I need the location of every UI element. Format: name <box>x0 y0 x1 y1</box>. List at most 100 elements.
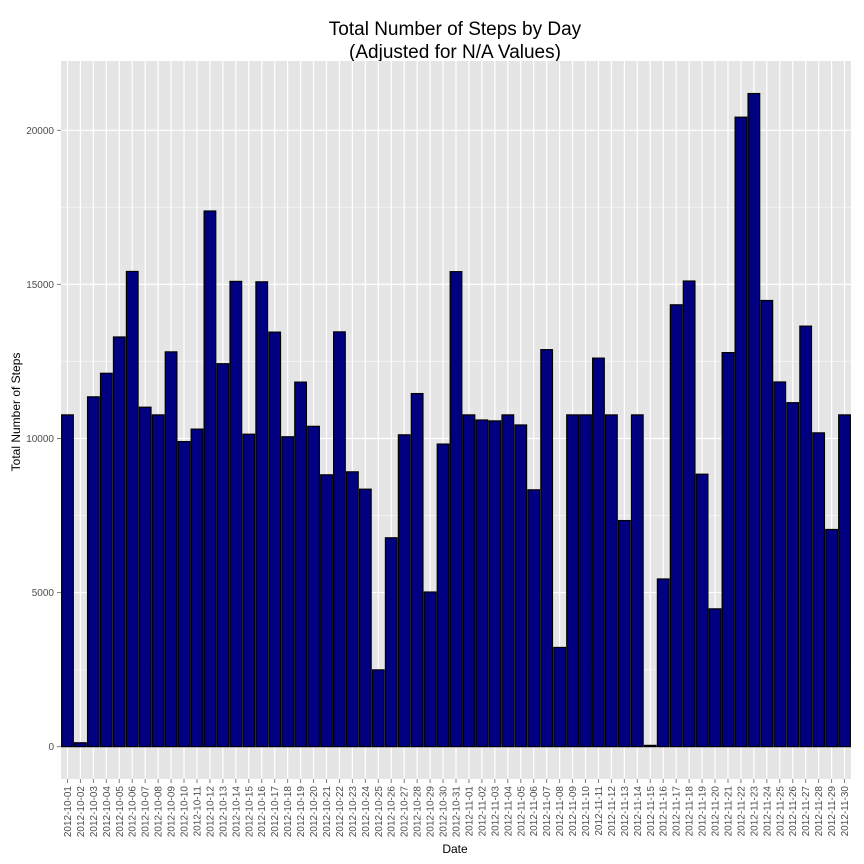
x-tick-label: 2012-10-11 <box>192 786 203 837</box>
bar-2012-10-06 <box>125 270 139 748</box>
bar-2012-10-31 <box>449 271 463 748</box>
bar-2012-10-26 <box>384 537 398 748</box>
x-tick-label: 2012-11-16 <box>659 786 670 837</box>
bar-2012-11-06 <box>527 489 541 748</box>
bar-2012-11-09 <box>566 414 579 748</box>
bar-2012-11-19 <box>695 473 709 748</box>
x-tick-label: 2012-10-06 <box>128 786 139 838</box>
x-tick-label: 2012-11-29 <box>827 786 838 837</box>
x-axis-ticks: 2012-10-01 2012-10-02 2012-10-03 2012-10-04… <box>63 779 851 837</box>
bar-2012-11-04 <box>501 414 515 748</box>
bar-2012-11-21 <box>721 352 735 748</box>
x-tick-label: 2012-11-07 <box>542 786 553 837</box>
x-tick-label: 2012-11-11 <box>594 786 605 836</box>
x-tick-label: 2012-11-12 <box>607 786 618 837</box>
x-tick-label: 2012-11-14 <box>633 786 644 837</box>
bar-2012-11-07 <box>540 349 554 748</box>
bar-2012-10-09 <box>164 351 178 748</box>
bar-2012-11-12 <box>604 414 618 748</box>
bar-2012-11-05 <box>514 424 528 748</box>
bar-2012-10-03 <box>86 396 100 748</box>
bar-2012-11-16 <box>656 578 670 748</box>
x-tick-label: 2012-11-06 <box>529 786 540 837</box>
x-tick-label: 2012-11-15 <box>646 786 657 837</box>
bars <box>61 92 851 748</box>
bar-2012-10-04 <box>99 372 113 748</box>
y-axis-ticks: 0 5000 10000 15000 20000 <box>26 126 61 753</box>
x-tick-label: 2012-11-26 <box>788 786 799 837</box>
bar-2012-10-27 <box>397 434 411 748</box>
bar-2012-11-11 <box>592 357 605 748</box>
x-tick-label: 2012-10-07 <box>141 786 152 838</box>
x-tick-label: 2012-10-23 <box>348 786 359 838</box>
chart-title-line-2: (Adjusted for N/A Values) <box>349 42 561 63</box>
bar-2012-11-14 <box>630 414 644 748</box>
bar-2012-11-20 <box>708 608 722 748</box>
x-tick-label: 2012-11-24 <box>762 786 773 837</box>
x-tick-label: 2012-10-28 <box>413 786 424 838</box>
bar-2012-10-15 <box>242 433 256 748</box>
x-tick-label: 2012-11-01 <box>464 786 475 837</box>
bar-2012-11-29 <box>825 528 839 748</box>
bar-2012-10-25 <box>371 669 385 748</box>
x-tick-label: 2012-11-21 <box>723 786 734 837</box>
bar-2012-10-17 <box>268 331 282 748</box>
y-tick-label: 5000 <box>32 588 55 599</box>
x-tick-label: 2012-11-18 <box>685 786 696 837</box>
bar-2012-10-07 <box>138 406 152 748</box>
bar-2012-11-13 <box>617 519 631 748</box>
bar-2012-11-26 <box>786 402 800 748</box>
x-tick-label: 2012-11-04 <box>503 786 514 837</box>
x-tick-label: 2012-10-20 <box>309 786 320 838</box>
x-tick-label: 2012-10-08 <box>154 786 165 838</box>
bar-2012-10-21 <box>320 474 333 748</box>
bar-2012-11-03 <box>488 420 502 748</box>
bar-2012-11-28 <box>812 432 826 748</box>
y-axis-title: Total Number of Steps <box>9 353 23 472</box>
x-tick-label: 2012-11-13 <box>620 786 631 837</box>
x-tick-label: 2012-10-12 <box>205 786 216 838</box>
bar-2012-10-13 <box>216 363 230 748</box>
x-tick-label: 2012-11-02 <box>477 786 488 837</box>
x-tick-label: 2012-11-23 <box>749 786 760 837</box>
bar-2012-11-24 <box>760 299 774 748</box>
x-tick-label: 2012-11-22 <box>736 786 747 837</box>
bar-2012-10-01 <box>61 414 74 748</box>
bar-2012-11-22 <box>734 116 748 748</box>
bar-2012-10-18 <box>281 436 295 748</box>
y-tick-label: 10000 <box>26 434 54 445</box>
bar-2012-10-29 <box>423 591 437 748</box>
chart-title-line-1: Total Number of Steps by Day <box>329 19 582 40</box>
bar-2012-10-08 <box>151 414 165 748</box>
bar-2012-10-10 <box>177 440 191 748</box>
x-tick-label: 2012-10-31 <box>452 786 463 838</box>
x-tick-label: 2012-10-22 <box>335 786 346 838</box>
x-tick-label: 2012-10-21 <box>322 786 333 838</box>
x-tick-label: 2012-11-09 <box>568 786 579 837</box>
bar-2012-11-08 <box>553 646 567 748</box>
bar-2012-10-19 <box>294 381 308 748</box>
bar-2012-11-18 <box>682 280 696 748</box>
bar-2012-11-01 <box>462 414 476 748</box>
x-tick-label: 2012-10-15 <box>244 786 255 838</box>
x-tick-label: 2012-11-03 <box>490 786 501 837</box>
bar-2012-10-12 <box>203 210 217 748</box>
x-tick-label: 2012-10-18 <box>283 786 294 838</box>
bar-2012-11-25 <box>773 381 787 748</box>
x-tick-label: 2012-11-30 <box>840 786 851 837</box>
x-tick-label: 2012-11-05 <box>516 786 527 837</box>
y-tick-label: 20000 <box>26 126 54 137</box>
bar-2012-10-28 <box>410 392 424 748</box>
x-tick-label: 2012-11-19 <box>698 786 709 837</box>
x-axis-title: Date <box>442 842 468 856</box>
bar-2012-11-15 <box>643 744 657 748</box>
bar-2012-11-10 <box>579 414 592 748</box>
x-tick-label: 2012-10-27 <box>400 786 411 838</box>
x-tick-label: 2012-10-03 <box>89 786 100 838</box>
x-tick-label: 2012-11-17 <box>672 786 683 837</box>
x-tick-label: 2012-10-09 <box>167 786 178 838</box>
y-tick-label: 15000 <box>26 280 54 291</box>
bar-2012-10-22 <box>333 331 346 748</box>
x-tick-label: 2012-10-14 <box>231 786 242 838</box>
